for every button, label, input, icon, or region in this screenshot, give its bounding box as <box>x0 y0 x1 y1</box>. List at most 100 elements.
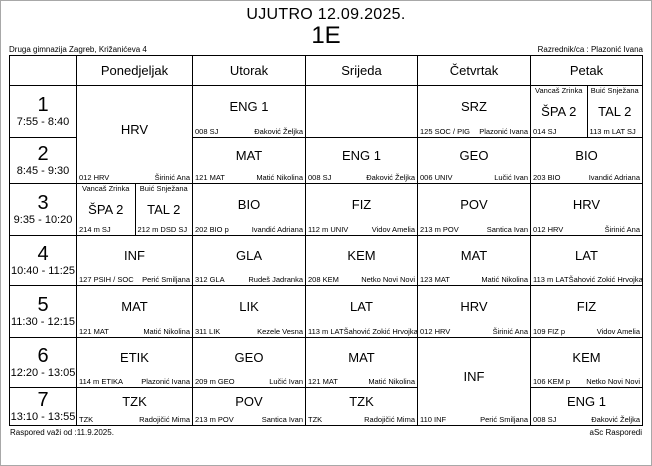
period-time: 11:30 - 12:15 <box>10 316 75 329</box>
room-label: 203 BIO <box>533 172 561 182</box>
day-header-mon: Ponedjeljak <box>76 55 193 87</box>
school-name: Druga gimnazija Zagreb, Križanićeva 4 <box>9 45 147 55</box>
teacher-label: Buić Snježana <box>590 86 639 96</box>
split-group: Vancaš Zrinka ŠPA 2 214 m SJ Buić Snježa… <box>78 184 192 235</box>
period-time: 8:45 - 9:30 <box>16 165 70 178</box>
lesson-meta: 106 KEM p Netko Novi Novi <box>533 377 640 387</box>
lesson-wed-6: MAT 121 MAT Matić Nikolina <box>305 337 418 389</box>
timetable: Ponedjeljak Utorak Srijeda Četvrtak Peta… <box>9 55 643 427</box>
teacher-label: Santica Ivan <box>261 414 303 424</box>
period-5: 5 11:30 - 12:15 <box>9 285 77 339</box>
teacher-label: Vidov Amelia <box>596 326 640 336</box>
teacher-label: Plazonić Ivana <box>141 376 190 386</box>
room-label: 014 SJ <box>533 126 557 136</box>
class-title: 1E <box>311 22 341 49</box>
footer-row: Raspored važi od :11.9.2025. aSc Raspore… <box>1 426 651 437</box>
lesson-tue-3: BIO 202 BIO p Ivandić Adriana <box>192 183 306 237</box>
room-label: 008 SJ <box>195 126 219 136</box>
period-2: 2 8:45 - 9:30 <box>9 137 77 185</box>
teacher-label: Đaković Željka <box>254 126 303 136</box>
lesson-thu-5: HRV 012 HRV Širinić Ana <box>417 285 531 339</box>
teacher-label: Radojičić Mima <box>139 414 190 424</box>
day-header-thu: Četvrtak <box>417 55 531 87</box>
period-3: 3 9:35 - 10:20 <box>9 183 77 237</box>
lesson-tue-1: ENG 1 008 SJ Đaković Željka <box>192 85 306 139</box>
lesson-meta: 311 LIK Kezele Vesna <box>195 327 303 337</box>
lesson-meta: 113 m LAT Šahović Zokić Hrvojka <box>533 275 642 285</box>
lesson-thu-1: SRZ 125 SOC / PIG Plazonić Ivana <box>417 85 531 139</box>
period-6: 6 12:20 - 13:05 <box>9 337 77 389</box>
lesson-fri-3: HRV 012 HRV Širinić Ana <box>530 183 643 237</box>
room-label: 121 MAT <box>195 172 225 182</box>
subject-label: POV <box>460 196 488 212</box>
teacher-label: Ivandić Adriana <box>251 224 303 234</box>
teacher-label: Đaković Željka <box>366 172 415 182</box>
lesson-meta: 121 MAT Matić Nikolina <box>308 377 415 387</box>
lesson-meta: 121 MAT Matić Nikolina <box>195 172 303 183</box>
subject-label: GEO <box>234 349 264 365</box>
period-number: 6 <box>37 345 49 368</box>
room-label: 123 MAT <box>420 274 450 284</box>
teacher-label: Ivandić Adriana <box>588 172 640 182</box>
subject-label: ENG 1 <box>566 393 606 409</box>
room-label: 214 m SJ <box>79 224 111 234</box>
period-row-5: 5 11:30 - 12:15 MAT 121 MAT Matić Nikoli… <box>9 285 643 339</box>
lesson-mon-3-split: Vancaš Zrinka ŠPA 2 214 m SJ Buić Snježa… <box>76 183 193 237</box>
subject-label: ETIK <box>120 349 149 365</box>
lesson-meta: 208 KEM Netko Novi Novi <box>308 274 415 285</box>
subject-label: GEO <box>459 147 489 163</box>
lesson-fri-5: FIZ 109 FIZ p Vidov Amelia <box>530 285 643 339</box>
lesson-fri-6: KEM 106 KEM p Netko Novi Novi <box>530 337 643 389</box>
subject-label: GLA <box>235 247 262 263</box>
subject-label: ENG 1 <box>229 98 269 114</box>
teacher-label: Vancaš Zrinka <box>82 184 130 194</box>
subject-label: KEM <box>347 247 376 263</box>
period-number: 4 <box>37 243 49 266</box>
period-row-4: 4 10:40 - 11:25 INF 127 PSIH / SOC Perić… <box>9 235 643 287</box>
period-time: 12:20 - 13:05 <box>10 367 76 380</box>
teacher-label: Perić Smiljana <box>142 274 190 284</box>
split-lesson-b: Buić Snježana TAL 2 212 m DSD SJ <box>134 184 192 235</box>
lesson-mon-7: TZK TZK Radojičić Mima <box>76 387 193 427</box>
lesson-meta: 203 BIO Ivandić Adriana <box>533 172 640 183</box>
period-time: 13:10 - 13:55 <box>10 411 76 424</box>
teacher-label: Matić Nikolina <box>481 274 528 284</box>
subject-label: KEM <box>572 349 601 365</box>
room-label: 209 m GEO <box>195 376 235 386</box>
lesson-meta: 008 SJ Đaković Željka <box>533 415 640 425</box>
room-label: 208 KEM <box>308 274 339 284</box>
room-label: 121 MAT <box>79 326 109 336</box>
subject-label: SRZ <box>461 98 487 114</box>
day-header-fri: Petak <box>530 55 643 87</box>
empty-cell-wed-1 <box>305 85 418 139</box>
room-label: 012 HRV <box>79 172 110 182</box>
room-label: 127 PSIH / SOC <box>79 274 134 284</box>
lesson-mon-4: INF 127 PSIH / SOC Perić Smiljana <box>76 235 193 287</box>
lesson-meta: 202 BIO p Ivandić Adriana <box>195 224 303 235</box>
lesson-meta: 012 HRV Širinić Ana <box>79 172 190 183</box>
lesson-meta: 209 m GEO Lučić Ivan <box>195 376 303 387</box>
room-label: 213 m POV <box>195 414 234 424</box>
lesson-wed-5: LAT 113 m LAT Šahović Zokić Hrvojka <box>305 285 418 339</box>
teacher-label: Lučić Ivan <box>494 172 528 182</box>
lesson-meta: 121 MAT Matić Nikolina <box>79 326 190 337</box>
session-title: UJUTRO 12.09.2025. <box>246 6 406 23</box>
lesson-meta: 112 m UNIV Vidov Amelia <box>308 224 415 235</box>
subject-label: INF <box>124 247 145 263</box>
room-label: 112 m UNIV <box>308 224 349 234</box>
period-time: 10:40 - 11:25 <box>10 265 75 278</box>
lesson-meta: 012 HRV Širinić Ana <box>420 327 528 337</box>
period-row-7: 7 13:10 - 13:55 TZK TZK Radojičić Mima P… <box>9 387 643 427</box>
period-number: 7 <box>37 389 49 412</box>
room-label: 212 m DSD SJ <box>137 224 188 234</box>
subject-label: LIK <box>239 298 259 314</box>
period-4: 4 10:40 - 11:25 <box>9 235 77 287</box>
period-row-3: 3 9:35 - 10:20 Vancaš Zrinka ŠPA 2 214 m… <box>9 183 643 237</box>
subject-label: TZK <box>122 393 147 409</box>
subject-label: FIZ <box>351 196 372 212</box>
day-header-row: Ponedjeljak Utorak Srijeda Četvrtak Peta… <box>9 55 643 87</box>
room-label: 113 m LAT SJ <box>589 126 636 136</box>
lesson-tue-5: LIK 311 LIK Kezele Vesna <box>192 285 306 339</box>
lesson-meta: 012 HRV Širinić Ana <box>533 225 640 235</box>
